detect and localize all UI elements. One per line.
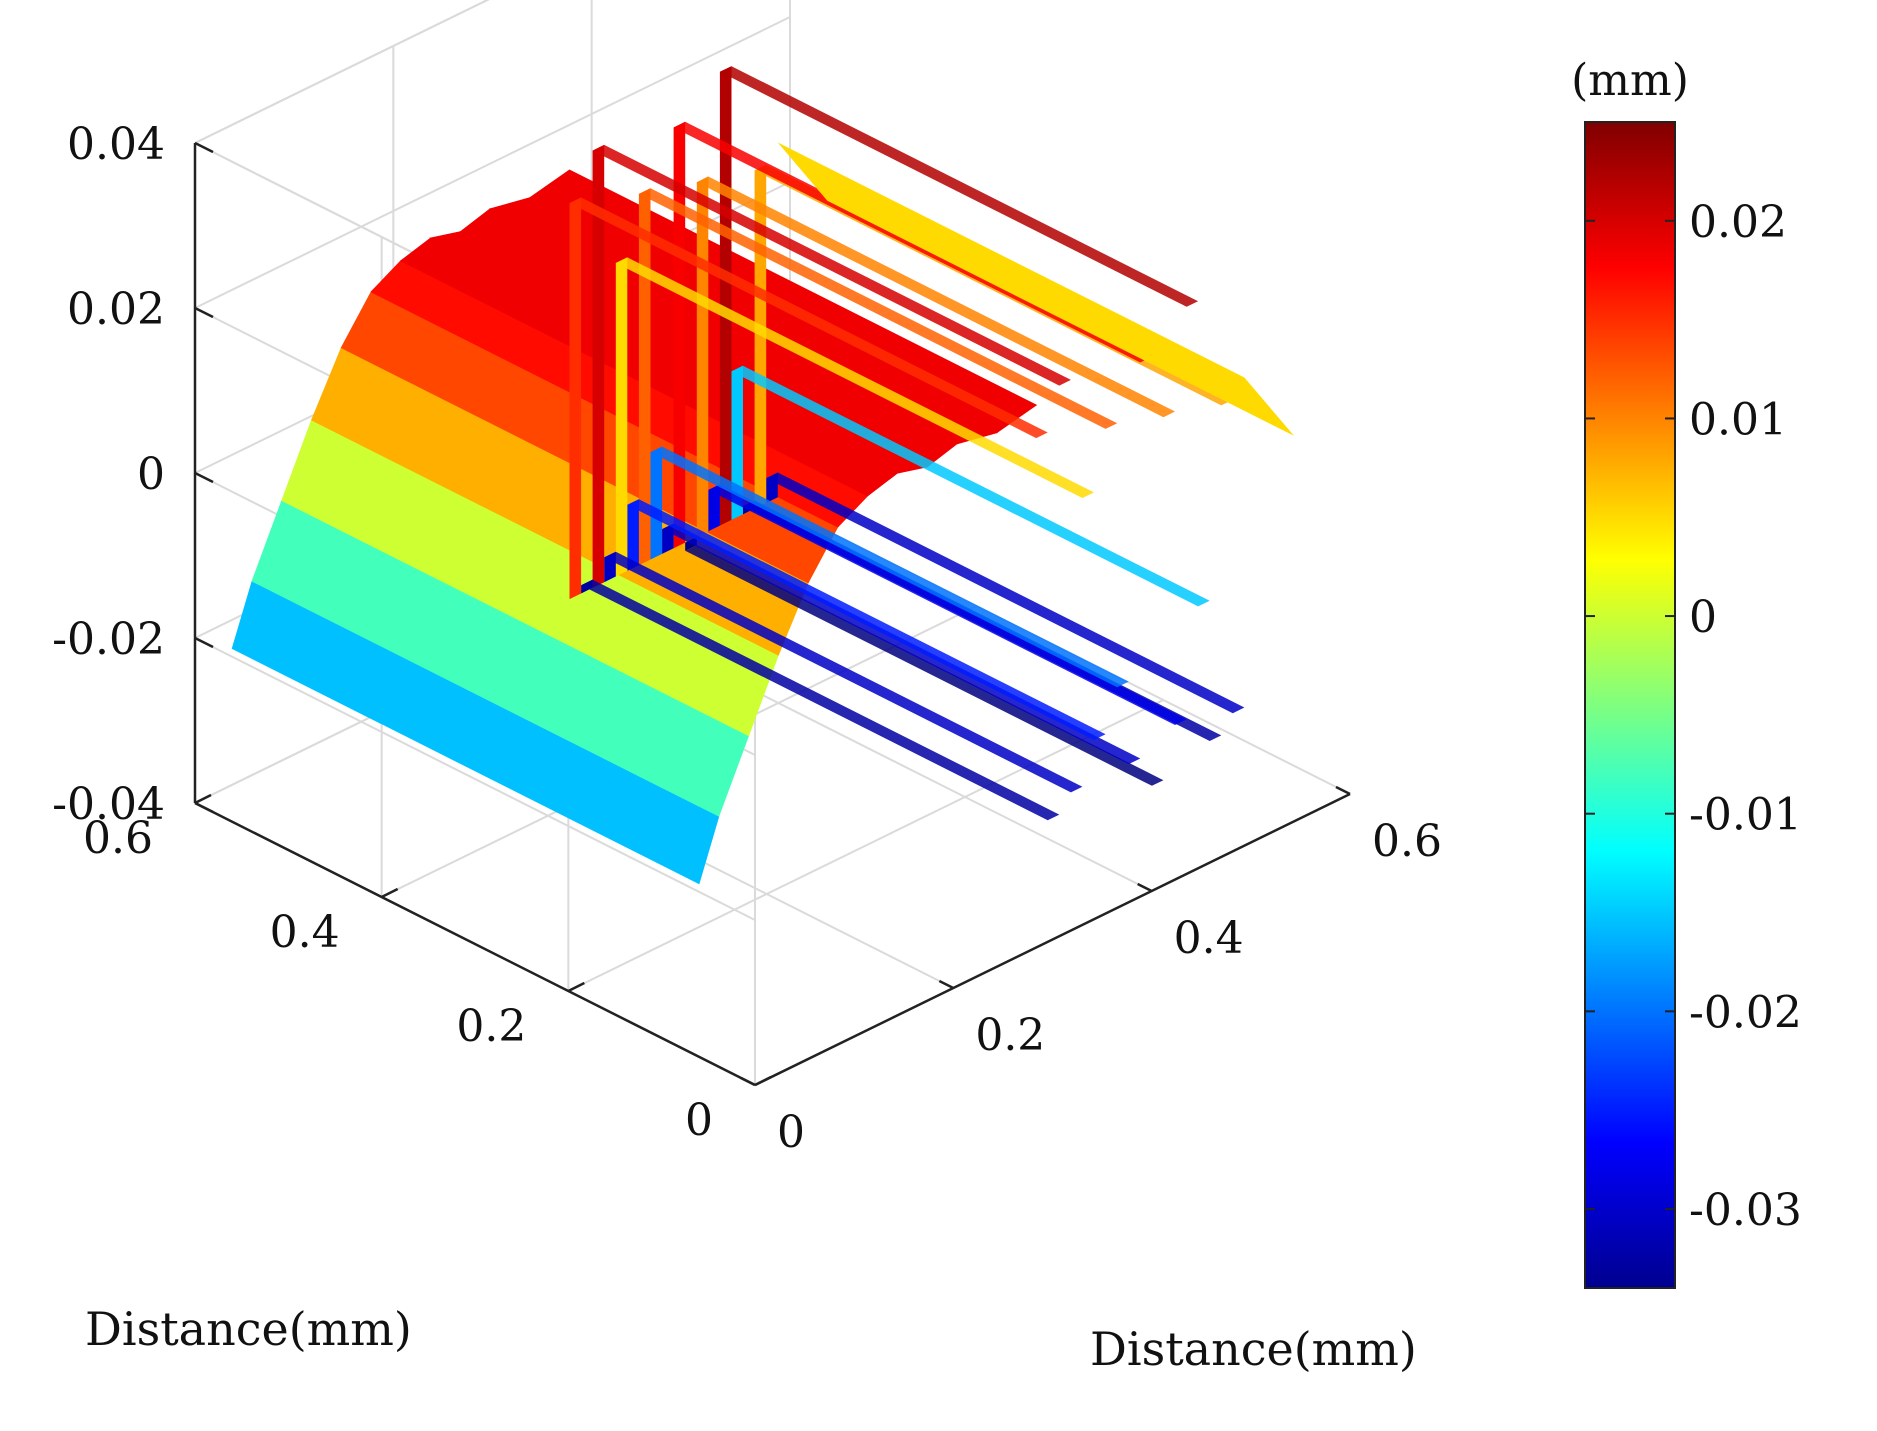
y-tick	[1137, 882, 1153, 893]
step-slab	[696, 176, 709, 537]
z-tick	[194, 636, 214, 649]
step-slab-top	[731, 365, 1210, 607]
step-slab	[569, 197, 582, 600]
surface-plot	[231, 66, 1294, 885]
step-slab	[708, 484, 720, 532]
step-slab	[731, 365, 743, 520]
y-tick-label: 0.4	[1174, 913, 1244, 964]
x-tick	[381, 887, 399, 899]
colorbar-gradient	[1584, 121, 1676, 1289]
step-slab-top	[615, 257, 1094, 498]
z-tick-label: 0.02	[67, 284, 165, 335]
y-tick	[938, 979, 954, 990]
z-tick-label: -0.04	[52, 779, 165, 830]
back-top-edge-right	[194, 0, 490, 144]
step-slab	[592, 144, 605, 588]
y-tick-label: 0	[777, 1107, 805, 1158]
y-tick	[740, 1076, 756, 1087]
y-axis-line	[754, 792, 1351, 1087]
x-tick-label: 0	[685, 1095, 713, 1146]
step-slab-top	[569, 197, 1048, 439]
x-tick-label: 0.2	[456, 1001, 526, 1052]
colorbar-tick-label: -0.03	[1689, 1185, 1802, 1236]
x-tick	[567, 981, 585, 993]
z-gridline	[194, 0, 490, 144]
colorbar-tick-label: 0	[1689, 592, 1717, 643]
x-tick	[194, 793, 212, 805]
colorbar-tick-label: -0.02	[1689, 987, 1802, 1038]
step-slab	[627, 499, 639, 571]
step-slab	[638, 188, 651, 566]
z-tick-label: -0.02	[52, 614, 165, 665]
colorbar-tick-label: 0.01	[1689, 394, 1787, 445]
step-slab-top	[685, 545, 1164, 786]
colorbar-title: (mm)	[1571, 55, 1689, 106]
z-tick	[194, 471, 214, 484]
x-tick-label: 0.4	[270, 907, 340, 958]
step-slab-top	[662, 523, 1141, 765]
step-slab	[719, 66, 732, 526]
step-slab-top	[708, 484, 1187, 725]
step-slab-top	[604, 551, 1083, 793]
y-tick	[1335, 785, 1351, 796]
z-tick	[194, 141, 214, 154]
colorbar: -0.03 -0.02 -0.01 0 0.01 0.02	[1584, 121, 1802, 1289]
x-axis-label: Distance(mm)	[85, 1302, 412, 1356]
step-slab-top	[638, 188, 1118, 429]
x-axis-line	[194, 801, 756, 1087]
z-gridline	[194, 16, 791, 309]
x-tick-label: 0.6	[83, 813, 153, 864]
z-tick	[194, 801, 214, 814]
z-tick	[194, 306, 214, 319]
x-gridline	[567, 699, 1164, 992]
step-slab-top	[696, 176, 1175, 418]
step-slab-top	[592, 144, 1071, 386]
step-slab-top	[627, 499, 1106, 740]
x-tick	[754, 1075, 772, 1087]
y-tick-label: 0.6	[1372, 816, 1442, 867]
step-slab	[673, 121, 686, 549]
y-axis-label: Distance(mm)	[1090, 1322, 1417, 1376]
colorbar-tick-label: -0.01	[1689, 790, 1802, 841]
y-tick-label: 0.2	[975, 1010, 1045, 1061]
z-gridline	[194, 637, 756, 921]
colorbar-tick-label: 0.02	[1689, 197, 1787, 248]
surface-tail	[777, 142, 1294, 436]
step-slab-top	[581, 579, 1060, 821]
step-slab	[650, 446, 663, 560]
step-slab-top	[719, 66, 1199, 307]
step-slab-top	[766, 472, 1245, 714]
z-tick-label: 0.04	[67, 119, 165, 170]
step-slab	[615, 257, 628, 577]
z-tick-label: 0	[137, 449, 165, 500]
step-slab-top	[650, 446, 1129, 688]
